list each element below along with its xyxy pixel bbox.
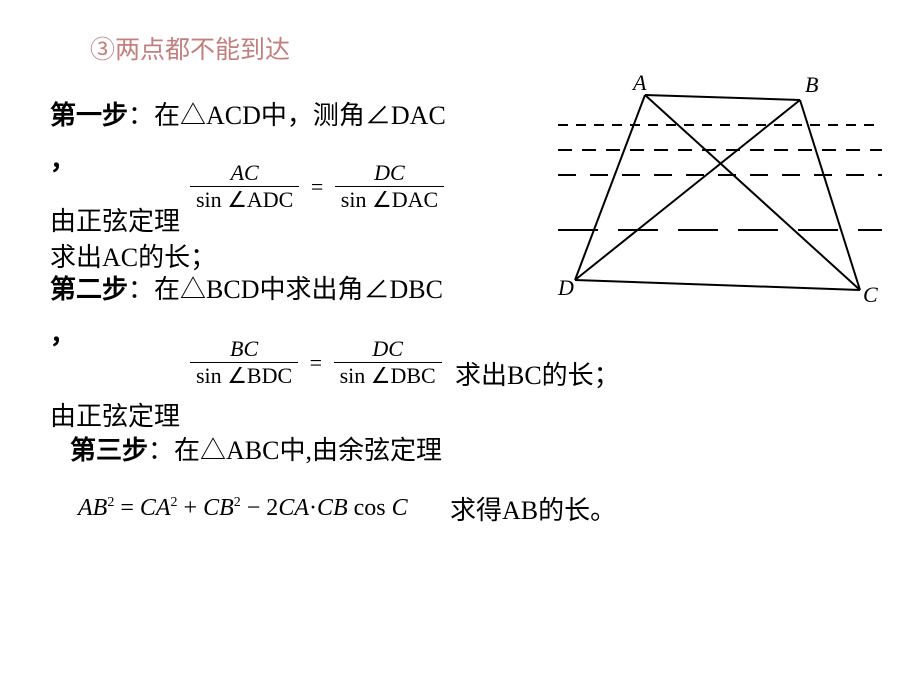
step3-line: 第三步：在△ABC中,由余弦定理 [70,430,442,467]
frac2-num2: DC [334,336,442,362]
frac1-den1: sin ∠ADC [190,186,299,213]
frac2-den1: sin ∠BDC [190,362,298,389]
sin-label: sin [196,187,222,212]
frac2-eq: = [304,350,328,376]
svg-text:A: A [631,70,647,95]
svg-text:B: B [805,72,818,97]
frac2-num1: BC [190,336,298,362]
step1-line: 第一步：在△ACD中，测角∠DAC [50,95,446,132]
step3-text: ：在△ABC中,由余弦定理 [148,436,442,465]
angle-dac: ∠DAC [372,187,438,212]
angle-bdc: ∠BDC [227,363,292,388]
step1-fraction: AC sin ∠ADC = DC sin ∠DAC [190,160,444,213]
frac1-right: DC sin ∠DAC [335,160,444,213]
formula-ab2: AB [78,495,107,521]
frac2-left: BC sin ∠BDC [190,336,298,389]
step3-formula: AB2 = CA2 + CB2 − 2CA·CB cos C [78,495,408,522]
frac1-num2: DC [335,160,444,186]
geometry-diagram: A B C D [555,70,885,315]
step2-bc-result: 求出BC的长； [455,355,620,392]
sin-label: sin [340,363,366,388]
sin-label: sin [196,363,222,388]
step1-sine-label: 由正弦定理 [50,201,180,238]
step2-comma: ， [50,314,76,351]
step1-comma: ， [50,140,76,177]
step1-prefix: 第一步 [50,101,128,130]
step1-text: ：在△ACD中，测角∠DAC [128,101,446,130]
step2-sine-label: 由正弦定理 [50,396,180,433]
section-title: ③两点都不能到达 [90,30,290,66]
svg-text:C: C [863,282,878,307]
frac1-num1: AC [190,160,299,186]
svg-text:D: D [557,275,574,300]
step2-text: ：在△BCD中求出角∠DBC [128,275,443,304]
angle-adc: ∠ADC [227,187,293,212]
sin-label: sin [341,187,367,212]
angle-dbc: ∠DBC [371,363,436,388]
step2-prefix: 第二步 [50,275,128,304]
frac1-eq: = [305,174,329,200]
step2-line: 第二步：在△BCD中求出角∠DBC [50,269,443,306]
frac1-den2: sin ∠DAC [335,186,444,213]
step3-ab-result: 求得AB的长。 [450,490,616,527]
step2-fraction: BC sin ∠BDC = DC sin ∠DBC [190,336,442,389]
step3-prefix: 第三步 [70,436,148,465]
frac2-den2: sin ∠DBC [334,362,442,389]
frac1-left: AC sin ∠ADC [190,160,299,213]
frac2-right: DC sin ∠DBC [334,336,442,389]
